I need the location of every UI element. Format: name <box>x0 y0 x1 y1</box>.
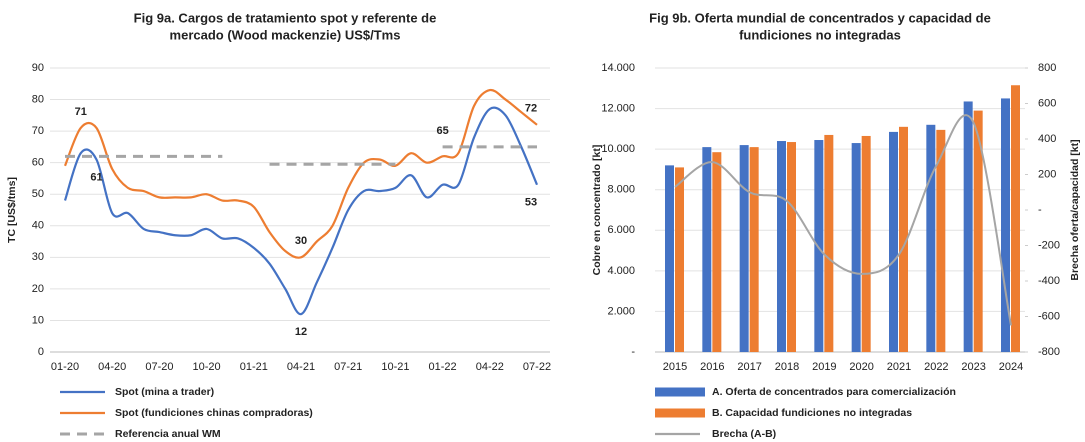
x-tick-label: 01-20 <box>51 361 79 373</box>
y-tick-label: 10.000 <box>601 143 635 155</box>
x-tick-label: 01-22 <box>429 361 457 373</box>
y-axis-title: TC [US$/tms] <box>6 177 18 243</box>
y2-tick-label: - <box>1038 204 1042 216</box>
bar <box>814 140 824 352</box>
y-tick-label: 0 <box>38 346 44 358</box>
bar <box>1011 85 1020 352</box>
y2-tick-label: 200 <box>1038 168 1056 180</box>
y-tick-label: 60 <box>32 157 44 169</box>
y2-tick-label: -200 <box>1038 239 1060 251</box>
bar <box>851 143 861 352</box>
x-tick-label: 04-21 <box>287 361 315 373</box>
chart-title: Fig 9a. Cargos de tratamiento spot y ref… <box>134 10 437 25</box>
bar <box>963 101 973 352</box>
x-tick-label: 2021 <box>887 361 911 373</box>
data-label: 61 <box>90 171 102 183</box>
chart-title: Fig 9b. Oferta mundial de concentrados y… <box>649 10 991 25</box>
bar <box>787 142 796 352</box>
bar <box>665 165 674 352</box>
y-tick-label: 30 <box>32 251 44 263</box>
data-label: 53 <box>525 197 537 209</box>
y2-tick-label: 800 <box>1038 62 1056 74</box>
legend-label: Brecha (A-B) <box>712 428 776 440</box>
bar <box>926 124 936 352</box>
legend-swatch <box>655 408 705 418</box>
y2-tick-label: 400 <box>1038 133 1056 145</box>
x-tick-label: 07-21 <box>334 361 362 373</box>
legend-label: Spot (mina a trader) <box>115 386 214 398</box>
bar <box>675 167 684 352</box>
y-tick-label: 90 <box>32 62 44 74</box>
x-tick-label: 07-22 <box>523 361 551 373</box>
y2-tick-label: -400 <box>1038 275 1060 287</box>
chart-title: fundiciones no integradas <box>739 27 901 42</box>
bar <box>749 147 759 352</box>
y-tick-label: 10 <box>32 314 44 326</box>
bar <box>973 110 983 352</box>
legend-swatch <box>655 387 705 397</box>
y-tick-label: 20 <box>32 283 44 295</box>
bar <box>739 145 749 352</box>
x-tick-label: 10-21 <box>381 361 409 373</box>
data-label: 65 <box>436 125 448 137</box>
y2-tick-label: 600 <box>1038 97 1056 109</box>
series-line <box>65 145 537 166</box>
bar <box>889 131 898 352</box>
x-tick-label: 2016 <box>700 361 724 373</box>
chart-title: mercado (Wood mackenzie) US$/Tms <box>170 27 401 42</box>
series-line <box>63 106 539 316</box>
legend-label: Referencia anual WM <box>115 428 221 440</box>
y-tick-label: 80 <box>32 93 44 105</box>
x-tick-label: 2018 <box>775 361 799 373</box>
x-tick-label: 04-20 <box>98 361 126 373</box>
bar <box>712 152 722 352</box>
y-tick-label: 12.000 <box>601 102 635 114</box>
bar <box>899 126 908 352</box>
x-tick-label: 10-20 <box>193 361 221 373</box>
y-tick-label: 2.000 <box>607 305 635 317</box>
y2-tick-label: -600 <box>1038 310 1060 322</box>
y-tick-label: 8.000 <box>607 184 635 196</box>
y-axis-title: Cobre en concentrado [kt] <box>591 145 603 276</box>
x-tick-label: 2015 <box>663 361 687 373</box>
legend-label: B. Capacidad fundiciones no integradas <box>712 407 912 419</box>
y-tick-label: 70 <box>32 125 44 137</box>
y-tick-label: - <box>631 346 635 358</box>
legend-label: A. Oferta de concentrados para comercial… <box>712 386 956 398</box>
data-label: 30 <box>295 235 307 247</box>
series-line <box>674 114 1012 326</box>
bar <box>936 129 946 352</box>
data-label: 72 <box>525 103 537 115</box>
legend-label: Spot (fundiciones chinas compradoras) <box>115 407 313 419</box>
y-tick-label: 6.000 <box>607 224 635 236</box>
x-tick-label: 2023 <box>961 361 985 373</box>
bar <box>1001 98 1010 352</box>
x-tick-label: 01-21 <box>240 361 268 373</box>
series-line <box>63 88 538 259</box>
x-tick-label: 2022 <box>924 361 948 373</box>
bar <box>824 134 834 352</box>
y-tick-label: 40 <box>32 220 44 232</box>
y2-axis-title: Brecha oferta/capacidad [kt] <box>1069 139 1081 280</box>
bar <box>777 141 786 352</box>
y-tick-label: 4.000 <box>607 265 635 277</box>
x-tick-label: 2017 <box>737 361 761 373</box>
data-label: 12 <box>295 326 307 338</box>
bar <box>861 135 871 352</box>
bar <box>702 147 712 352</box>
x-tick-label: 2020 <box>849 361 873 373</box>
x-tick-label: 2019 <box>812 361 836 373</box>
x-tick-label: 2024 <box>999 361 1023 373</box>
y-tick-label: 14.000 <box>601 62 635 74</box>
y-tick-label: 50 <box>32 188 44 200</box>
x-tick-label: 07-20 <box>145 361 173 373</box>
x-tick-label: 04-22 <box>476 361 504 373</box>
y2-tick-label: -800 <box>1038 346 1060 358</box>
data-label: 71 <box>75 106 87 118</box>
